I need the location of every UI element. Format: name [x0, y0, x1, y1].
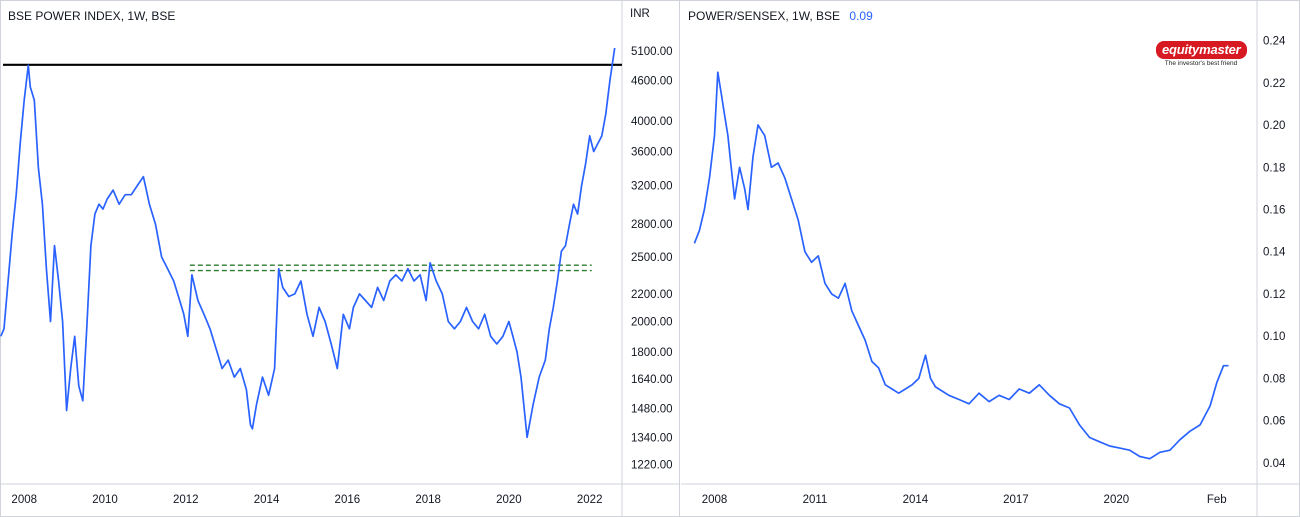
x-tick-label-ratio: 2014: [903, 494, 929, 506]
x-tick-label-ratio: 2011: [803, 494, 828, 506]
y-tick-label: 1640.00: [631, 374, 673, 386]
y-tick-label: 2800.00: [631, 219, 673, 231]
y-tick-label: 5100.00: [631, 46, 673, 58]
y-tick-label-ratio: 0.24: [1263, 36, 1286, 48]
x-tick-label: 2014: [254, 494, 280, 506]
chart-title: BSE POWER INDEX, 1W, BSE: [8, 9, 175, 23]
logo-badge: equitymaster: [1156, 41, 1247, 59]
y-axis-unit-label: INR: [630, 8, 650, 20]
chart-title-ratio: POWER/SENSEX, 1W, BSE 0.09: [688, 9, 873, 23]
y-tick-label-ratio: 0.10: [1263, 331, 1285, 343]
y-tick-label: 1340.00: [631, 432, 673, 444]
x-tick-label: 2022: [577, 494, 603, 506]
y-tick-label-ratio: 0.18: [1263, 162, 1285, 174]
y-tick-label: 4600.00: [631, 76, 673, 88]
last-value-badge: 0.09: [849, 9, 873, 23]
x-tick-label: 2010: [92, 494, 118, 506]
x-tick-label: 2020: [496, 494, 522, 506]
series-line-bse-power: [0, 47, 616, 439]
y-tick-label: 2200.00: [631, 289, 673, 301]
y-tick-label: 3600.00: [631, 146, 673, 158]
y-tick-label-ratio: 0.16: [1263, 204, 1285, 216]
logo-tagline: The investor's best friend: [1164, 60, 1238, 67]
equitymaster-logo: equitymaster The investor's best friend: [1156, 41, 1247, 67]
y-tick-label: 3200.00: [631, 181, 673, 193]
left-chart-panel[interactable]: BSE POWER INDEX, 1W, BSE INR 5100.00 4600…: [0, 0, 680, 517]
x-tick-label-ratio: 2017: [1003, 494, 1029, 506]
x-tick-label-ratio: 2008: [702, 494, 728, 506]
chart-title-ratio-text: POWER/SENSEX, 1W, BSE: [688, 9, 840, 23]
x-tick-label: 2016: [335, 494, 361, 506]
y-tick-label: 1220.00: [631, 459, 673, 471]
y-tick-label-ratio: 0.12: [1263, 289, 1285, 301]
series-line-power-sensex: [693, 71, 1229, 460]
y-tick-label-ratio: 0.20: [1263, 120, 1285, 132]
y-tick-label: 1480.00: [631, 404, 673, 416]
x-tick-label-ratio: Feb: [1207, 494, 1227, 506]
x-tick-label: 2018: [415, 494, 441, 506]
y-tick-label: 4000.00: [631, 116, 673, 128]
y-tick-label-ratio: 0.08: [1263, 373, 1285, 385]
y-tick-label-ratio: 0.04: [1263, 458, 1286, 470]
x-tick-label: 2008: [11, 494, 37, 506]
y-tick-label: 2500.00: [631, 252, 673, 264]
y-tick-label-ratio: 0.06: [1263, 416, 1285, 428]
y-tick-label: 2000.00: [631, 316, 673, 328]
x-tick-label: 2012: [173, 494, 199, 506]
y-tick-label-ratio: 0.22: [1263, 78, 1285, 90]
x-tick-label-ratio: 2020: [1104, 494, 1130, 506]
y-tick-label-ratio: 0.14: [1263, 247, 1286, 259]
bse-power-index-chart[interactable]: BSE POWER INDEX, 1W, BSE INR 5100.00 4600…: [0, 0, 680, 517]
power-sensex-ratio-chart[interactable]: POWER/SENSEX, 1W, BSE 0.09 0.24 0.22 0.20 0…: [681, 0, 1300, 517]
right-chart-panel[interactable]: POWER/SENSEX, 1W, BSE 0.09 0.24 0.22 0.20 0…: [681, 0, 1300, 517]
y-tick-label: 1800.00: [631, 347, 673, 359]
